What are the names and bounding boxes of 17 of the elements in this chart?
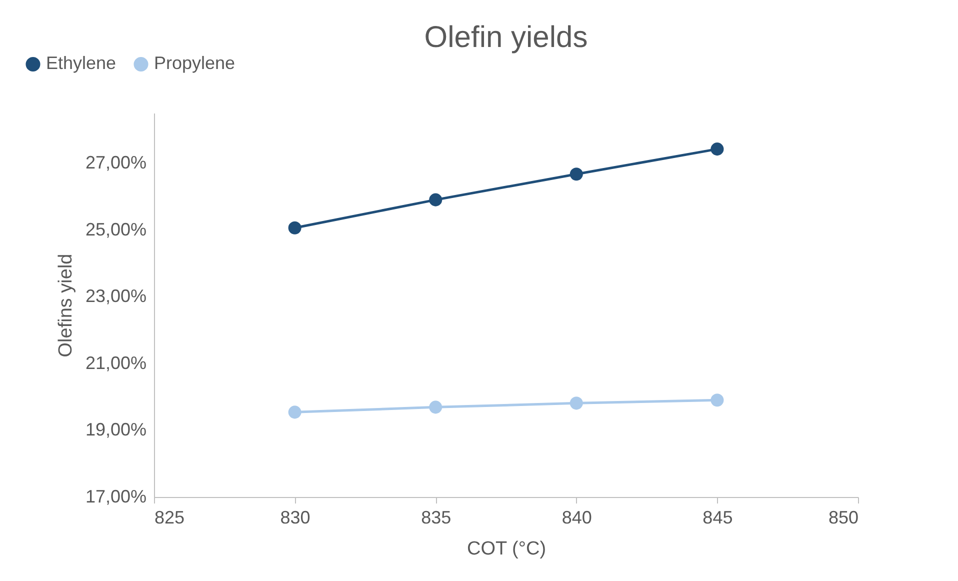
y-tick-label: 27,00%	[85, 152, 146, 173]
y-tick-label: 19,00%	[85, 420, 146, 440]
x-tick-label: 825	[154, 508, 185, 528]
legend-label: Ethylene	[46, 53, 116, 74]
x-tick-label: 835	[421, 508, 452, 528]
legend-label: Propylene	[154, 53, 236, 74]
y-tick-label: 17,00%	[85, 486, 146, 506]
x-tick-label: 845	[702, 508, 733, 528]
y-tick-label: 21,00%	[85, 352, 146, 373]
x-tick-label: 850	[828, 508, 858, 528]
x-axis-title: COT (°C)	[466, 538, 546, 560]
y-axis-title: Olefins yield	[55, 254, 76, 358]
y-tick-label: 23,00%	[85, 286, 146, 306]
chart-title: Olefin yields	[424, 21, 588, 54]
y-tick-label: 25,00%	[85, 219, 146, 240]
x-tick-label: 830	[280, 508, 310, 528]
x-tick-label: 840	[562, 508, 592, 528]
